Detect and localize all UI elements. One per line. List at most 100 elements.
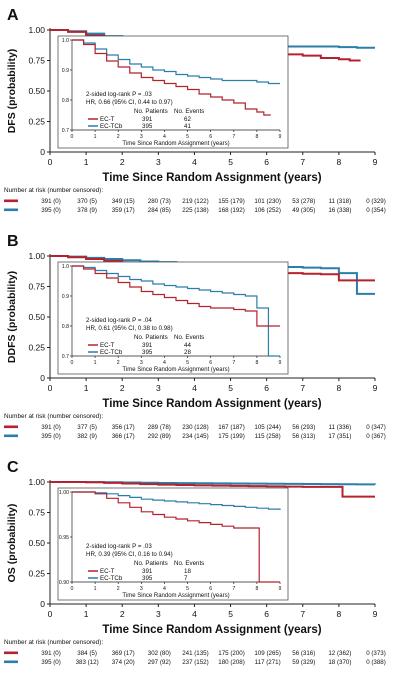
inset-x-tick-label: 9 (279, 360, 282, 366)
y-tick-label: 0.75 (28, 508, 45, 518)
events-value: 18 (184, 568, 191, 575)
risk-cell: 59 (329) (292, 659, 315, 666)
y-tick-label: 1.00 (28, 251, 45, 261)
risk-cell: 0 (367) (366, 433, 386, 440)
legend-label: EC-T (100, 568, 115, 575)
x-tick-label: 6 (264, 383, 269, 393)
risk-cell: 237 (152) (182, 659, 209, 666)
panel-letter: A (7, 7, 19, 24)
patients-header: No. Patients (134, 334, 168, 341)
events-value: 44 (184, 342, 191, 349)
inset-x-tick-label: 5 (186, 586, 189, 592)
patients-value: 391 (142, 568, 153, 575)
inset-series-line-ec-t (72, 491, 280, 583)
inset-x-tick-label: 5 (186, 360, 189, 366)
x-tick-label: 7 (300, 609, 305, 619)
risk-cell: 391 (0) (41, 198, 61, 205)
risk-cell: 11 (336) (329, 424, 352, 431)
x-tick-label: 7 (300, 157, 305, 167)
x-tick-label: 0 (48, 609, 53, 619)
risk-cell: 302 (80) (148, 650, 171, 657)
inset-x-tick-label: 4 (163, 586, 166, 592)
inset-y-tick-label: 0.9 (62, 294, 69, 300)
inset-y-tick-label: 1.00 (59, 490, 69, 496)
panel-letter: C (7, 459, 19, 476)
x-tick-label: 2 (120, 609, 125, 619)
y-tick-label: 0.25 (28, 343, 45, 353)
x-tick-label: 1 (84, 157, 89, 167)
risk-cell: 106 (252) (254, 207, 281, 214)
x-axis-label: Time Since Random Assignment (years) (102, 398, 321, 410)
panel-c: C 0 0.25 0.50 0.75 1.00 0 1 2 3 4 5 6 7 8 9 OS (probabil… (4, 459, 386, 666)
risk-cell: 0 (347) (366, 424, 386, 431)
inset-x-tick-label: 6 (209, 586, 212, 592)
risk-cell: 117 (271) (255, 659, 281, 666)
risk-row-swatch-ec-t (4, 199, 18, 203)
x-tick-label: 1 (84, 609, 89, 619)
risk-cell: 180 (208) (218, 659, 245, 666)
risk-cell: 391 (0) (41, 424, 61, 431)
y-tick-label: 0.50 (28, 538, 45, 548)
inset-x-axis-label: Time Since Random Assignment (years) (122, 593, 229, 599)
risk-cell: 349 (15) (112, 198, 135, 205)
risk-table-title: Number at risk (number censored): (4, 639, 103, 646)
inset-series-line-ec-tcb (72, 39, 280, 85)
logrank-text: 2-sided log-rank P = .03 (86, 543, 152, 550)
y-tick-label: 0.25 (28, 569, 45, 579)
patients-value: 395 (142, 349, 153, 356)
y-tick-label: 0.50 (28, 86, 45, 96)
risk-cell: 17 (351) (328, 433, 351, 440)
inset-x-tick-label: 5 (186, 134, 189, 140)
risk-cell: 377 (5) (77, 424, 97, 431)
inset-y-tick-label: 0.8 (62, 324, 69, 330)
risk-table-title: Number at risk (number censored): (4, 413, 103, 420)
risk-cell: 241 (135) (182, 650, 209, 657)
inset-x-axis-label: Time Since Random Assignment (years) (122, 367, 229, 373)
risk-cell: 284 (85) (148, 207, 171, 214)
risk-cell: 167 (187) (218, 424, 245, 431)
risk-cell: 395 (0) (41, 433, 61, 440)
risk-cell: 359 (17) (112, 207, 135, 214)
events-header: No. Events (174, 334, 204, 341)
risk-cell: 56 (316) (292, 650, 315, 657)
risk-cell: 374 (20) (112, 659, 135, 666)
inset-y-tick-label: 0.95 (59, 535, 69, 541)
inset-x-tick-label: 9 (279, 134, 282, 140)
risk-cell: 366 (17) (112, 433, 135, 440)
y-tick-label: 0 (40, 599, 45, 609)
patients-value: 391 (142, 342, 153, 349)
inset-frame (57, 487, 289, 601)
x-tick-label: 5 (228, 383, 233, 393)
inset-x-axis-label: Time Since Random Assignment (years) (122, 141, 229, 147)
patients-header: No. Patients (134, 108, 168, 115)
risk-cell: 101 (230) (254, 198, 281, 205)
inset-series-line-ec-tcb (72, 491, 281, 510)
y-tick-label: 0.25 (28, 117, 45, 127)
events-value: 41 (184, 123, 191, 130)
panel-letter: B (7, 233, 19, 250)
x-tick-label: 6 (264, 609, 269, 619)
inset-x-tick-label: 7 (232, 360, 235, 366)
logrank-text: 2-sided log-rank P = .04 (86, 317, 152, 324)
x-tick-label: 4 (192, 609, 197, 619)
events-value: 28 (184, 349, 191, 356)
y-tick-label: 0.50 (28, 312, 45, 322)
risk-cell: 219 (122) (182, 198, 209, 205)
inset-y-tick-label: 0.9 (62, 68, 69, 74)
inset-x-tick-label: 3 (140, 134, 143, 140)
risk-cell: 105 (244) (254, 424, 281, 431)
risk-cell: 0 (388) (366, 659, 386, 666)
x-tick-label: 8 (337, 609, 342, 619)
y-tick-label: 1.00 (28, 25, 45, 35)
inset-x-tick-label: 2 (117, 360, 120, 366)
risk-table-title: Number at risk (number censored): (4, 187, 103, 194)
x-tick-label: 4 (192, 157, 197, 167)
risk-cell: 395 (0) (41, 207, 61, 214)
inset-x-tick-label: 3 (140, 586, 143, 592)
x-tick-label: 9 (373, 157, 378, 167)
risk-cell: 18 (370) (328, 659, 351, 666)
inset-y-tick-label: 0.7 (62, 128, 69, 134)
risk-cell: 16 (338) (328, 207, 351, 214)
hr-text: HR, 0.61 (95% CI, 0.38 to 0.98) (86, 325, 173, 332)
